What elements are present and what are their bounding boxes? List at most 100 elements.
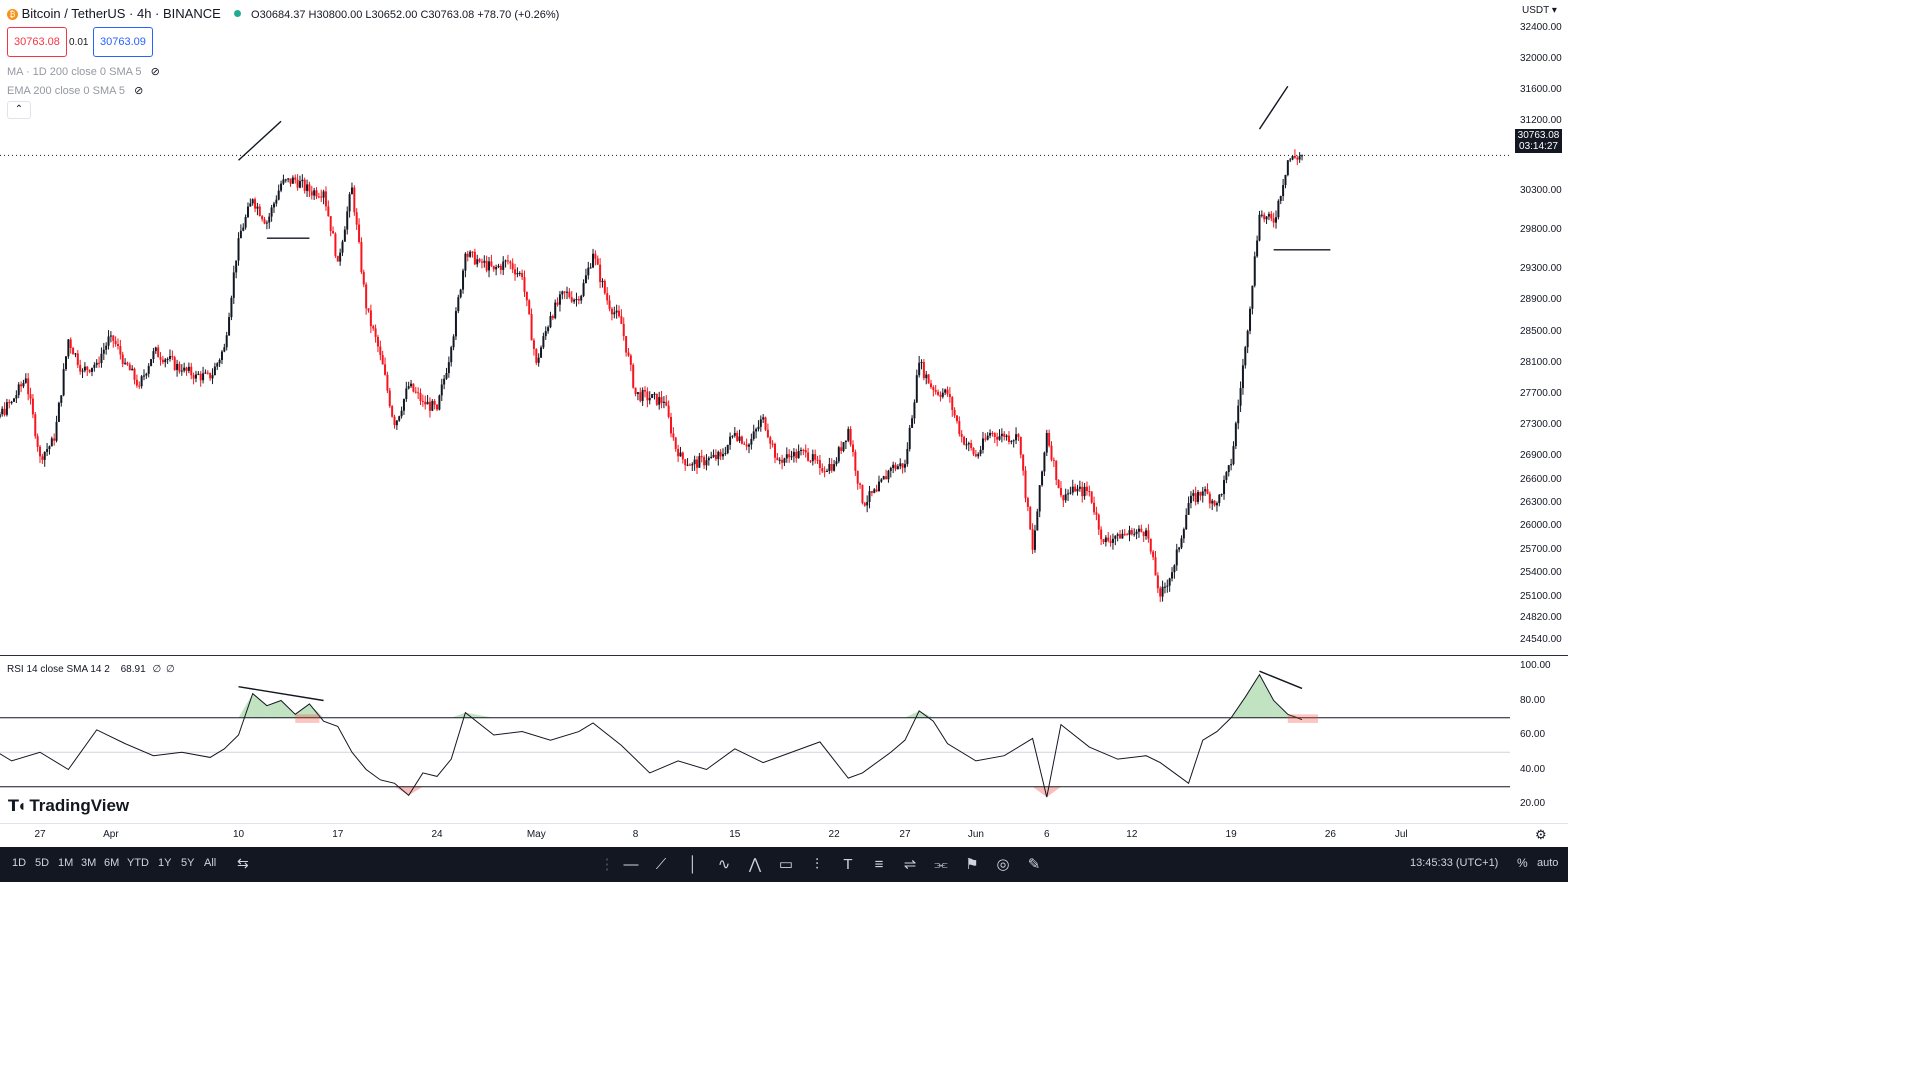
candle-body <box>46 449 49 452</box>
candle-body <box>639 392 642 401</box>
candle-body <box>112 335 115 341</box>
price-tick-label: 32400.00 <box>1520 21 1562 33</box>
candle-body <box>1301 155 1304 157</box>
candle-body <box>769 437 772 444</box>
candle-body <box>176 363 179 370</box>
percent-toggle[interactable]: % <box>1517 856 1528 870</box>
candle-body <box>792 451 795 457</box>
pane-divider[interactable] <box>0 655 1568 656</box>
candle-body <box>882 476 885 480</box>
candle-body <box>126 362 129 365</box>
candle-body <box>1145 530 1148 537</box>
sell-button[interactable]: 30763.08 <box>7 27 67 57</box>
candle-body <box>1029 506 1032 530</box>
candle-body <box>629 355 632 365</box>
candle-body <box>717 451 720 460</box>
candle-body <box>740 436 743 444</box>
brush-icon[interactable]: ✎ <box>1027 856 1041 873</box>
buy-button[interactable]: 30763.09 <box>93 27 153 57</box>
candle-body <box>743 443 746 445</box>
candle-body <box>729 436 732 445</box>
tradingview-logo[interactable]: 𝗧◖ TradingView <box>8 796 129 816</box>
range-1d[interactable]: 1D <box>12 857 27 869</box>
drag-handle-icon[interactable]: ⋮ <box>599 856 615 873</box>
axis-settings-icon[interactable]: ⚙ <box>1535 827 1547 842</box>
candle-body <box>67 339 70 357</box>
rsi-divergence-line <box>1259 670 1303 690</box>
auto-scale-toggle[interactable]: auto <box>1537 857 1559 869</box>
symbol-legend[interactable]: ₿ Bitcoin / TetherUS · 4h · BINANCE O306… <box>7 6 559 21</box>
candle-body <box>379 346 382 356</box>
flag-icon[interactable]: ⚑ <box>965 856 979 873</box>
candle-body <box>1123 533 1126 535</box>
candle-body <box>1175 549 1178 566</box>
range-5d[interactable]: 5D <box>35 857 50 869</box>
rsi-legend[interactable]: RSI 14 close SMA 14 2 68.91 ∅ ∅ <box>7 664 175 675</box>
eye-hidden-icon[interactable]: ⊘ <box>134 85 144 97</box>
range-ytd[interactable]: YTD <box>127 857 149 869</box>
parallel-channel-icon[interactable]: ≡ <box>874 856 884 873</box>
range-6m[interactable]: 6M <box>104 857 120 869</box>
range-1m[interactable]: 1M <box>58 857 74 869</box>
candle-body <box>29 394 32 399</box>
candle-body <box>1022 454 1025 471</box>
trend-line-icon[interactable]: ⟋ <box>655 856 667 873</box>
eye-hidden-icon[interactable]: ⊘ <box>150 66 160 78</box>
candle-body <box>369 310 372 327</box>
candle-body <box>1265 216 1268 220</box>
text-icon[interactable]: T <box>843 856 853 873</box>
candle-body <box>528 300 531 315</box>
candle-body <box>180 370 183 372</box>
candle-body <box>965 444 968 446</box>
horizontal-line-icon[interactable]: — <box>623 856 639 873</box>
candle-body <box>22 382 25 387</box>
price-axis[interactable]: 24540.00 24820.00 25100.00 25400.00 25700.00… <box>1510 0 1568 655</box>
rectangle-icon[interactable]: ▭ <box>778 856 794 873</box>
candle-body <box>646 391 649 401</box>
candle-body <box>653 393 656 395</box>
rsi-axis[interactable]: 20.00 40.00 60.00 80.00 100.00 <box>1510 656 1568 824</box>
candle-body <box>1043 452 1046 472</box>
price-tick-label: 27300.00 <box>1520 419 1562 431</box>
currency-selector[interactable]: USDT ▾ <box>1522 5 1557 16</box>
candle-body <box>268 216 271 223</box>
candle-body <box>814 454 817 460</box>
range-5y[interactable]: 5Y <box>181 857 195 869</box>
rsi-overbought-fill <box>238 693 253 718</box>
candle-body <box>972 448 975 455</box>
chevron-down-icon: ▾ <box>1551 5 1557 16</box>
indicator-ema[interactable]: EMA 200 close 0 SMA 5 ⊘ <box>7 84 143 97</box>
candle-body <box>483 260 486 263</box>
clock[interactable]: 13:45:33 (UTC+1) <box>1410 857 1499 869</box>
candle-body <box>726 444 729 454</box>
pattern-icon[interactable]: ⫘ <box>934 856 948 873</box>
candle-body <box>1218 494 1221 504</box>
collapse-legend-button[interactable]: ⌃ <box>7 101 31 119</box>
vertical-line-icon[interactable]: │ <box>688 856 698 873</box>
date-range-icon[interactable]: ⇆ <box>237 855 249 871</box>
candle-body <box>1081 486 1084 497</box>
target-icon[interactable]: ◎ <box>996 856 1010 873</box>
candle-body <box>204 372 207 374</box>
fib-icon[interactable]: ⫶ <box>815 856 819 873</box>
range-1y[interactable]: 1Y <box>158 857 172 869</box>
candle-body <box>859 483 862 485</box>
candle-body <box>194 374 197 379</box>
candle-body <box>209 372 212 379</box>
indicator-ma[interactable]: MA · 1D 200 close 0 SMA 5 ⊘ <box>7 65 160 78</box>
candle-body <box>1024 470 1027 499</box>
range-all[interactable]: All <box>204 857 217 869</box>
range-measure-icon[interactable]: ⇌ <box>903 856 917 873</box>
candle-body <box>674 437 677 449</box>
curve-icon[interactable]: ∿ <box>717 856 731 873</box>
candle-body <box>64 356 67 370</box>
candle-body <box>622 323 625 337</box>
candle-body <box>154 347 157 352</box>
path-icon[interactable]: ⋀ <box>748 856 762 873</box>
rsi-chart[interactable] <box>0 656 1510 824</box>
range-3m[interactable]: 3M <box>81 857 97 869</box>
price-chart[interactable] <box>0 0 1510 655</box>
candle-body <box>1180 538 1183 548</box>
rsi-tick-label: 100.00 <box>1520 660 1551 671</box>
candle-body <box>783 458 786 463</box>
